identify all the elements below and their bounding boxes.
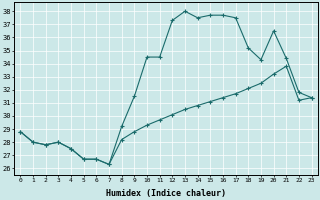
X-axis label: Humidex (Indice chaleur): Humidex (Indice chaleur)	[106, 189, 226, 198]
